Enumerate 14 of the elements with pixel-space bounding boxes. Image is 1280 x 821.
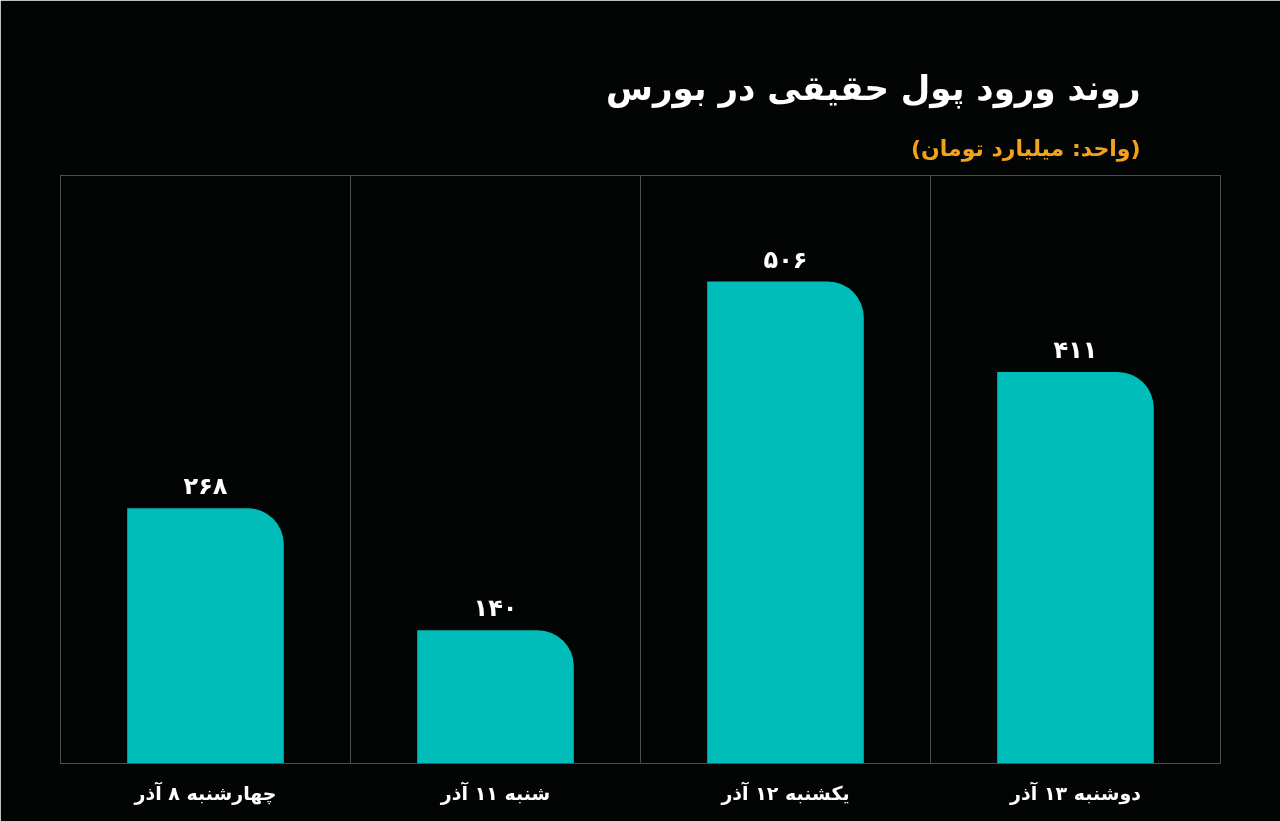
bar <box>417 630 574 764</box>
chart-subtitle: (واحد: میلیارد تومان) <box>911 135 1141 162</box>
bar <box>127 508 284 764</box>
data-label: ۱۴۰ <box>473 594 518 623</box>
x-tick-label: چهارشنبه ۸ آذر <box>133 780 277 805</box>
bar <box>707 281 864 764</box>
x-tick-label: دوشنبه ۱۳ آذر <box>1009 780 1142 805</box>
data-label: ۲۶۸ <box>183 472 228 501</box>
x-tick-label: یکشنبه ۱۲ آذر <box>720 780 850 805</box>
bar <box>997 372 1154 764</box>
data-label: ۵۰۶ <box>763 245 808 274</box>
data-label: ۴۱۱ <box>1053 336 1098 365</box>
chart-title: روند ورود پول حقیقی در بورس <box>606 67 1141 109</box>
x-tick-label: شنبه ۱۱ آذر <box>439 780 551 805</box>
